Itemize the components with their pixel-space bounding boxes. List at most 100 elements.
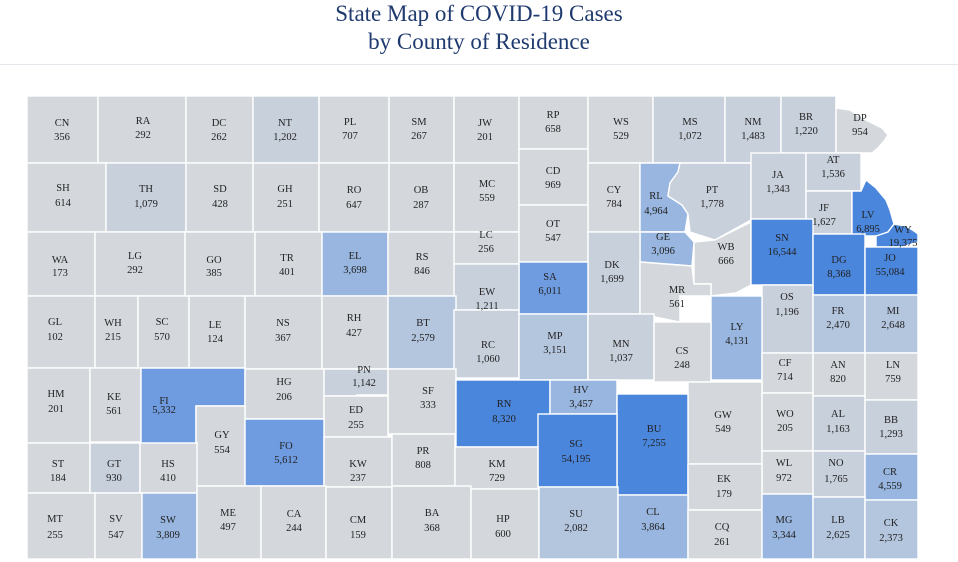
county-lv[interactable]: [851, 178, 895, 237]
county-gl[interactable]: [26, 295, 96, 369]
county-mp[interactable]: [518, 313, 589, 381]
county-ck[interactable]: [864, 499, 919, 560]
county-nt[interactable]: [252, 95, 320, 164]
county-jw[interactable]: [453, 95, 520, 164]
county-cq[interactable]: [687, 509, 763, 560]
county-lb[interactable]: [812, 496, 866, 560]
county-th[interactable]: [105, 162, 187, 233]
county-label-ke: KE: [107, 392, 121, 403]
county-ek[interactable]: [687, 463, 763, 511]
county-sc[interactable]: [137, 295, 190, 369]
county-cn[interactable]: [26, 95, 99, 164]
county-cd[interactable]: [518, 148, 589, 206]
county-lg[interactable]: [94, 231, 186, 297]
county-fo[interactable]: [244, 418, 325, 487]
county-dg[interactable]: [812, 233, 866, 296]
county-pr[interactable]: [391, 433, 456, 487]
county-cases-ws: 529: [613, 131, 629, 142]
county-label-st: ST: [52, 459, 65, 470]
county-hs[interactable]: [139, 442, 198, 494]
county-rh[interactable]: [321, 295, 389, 370]
county-label-ms: MS: [682, 117, 697, 128]
county-label-cy: CY: [607, 185, 622, 196]
county-mi[interactable]: [864, 294, 919, 354]
county-br[interactable]: [780, 95, 837, 154]
county-label-ck: CK: [884, 518, 899, 529]
county-cm[interactable]: [325, 486, 393, 560]
county-cr[interactable]: [864, 453, 919, 501]
county-cf[interactable]: [761, 352, 814, 394]
county-bu[interactable]: [616, 393, 689, 496]
county-sd[interactable]: [185, 162, 254, 233]
county-el[interactable]: [321, 231, 389, 297]
county-ro[interactable]: [318, 162, 390, 233]
county-st[interactable]: [26, 442, 91, 494]
county-wh[interactable]: [94, 295, 139, 369]
county-cs[interactable]: [653, 321, 712, 383]
county-label-sa: SA: [543, 272, 557, 283]
county-le[interactable]: [188, 295, 246, 369]
county-sg[interactable]: [537, 413, 618, 488]
county-bt[interactable]: [387, 295, 457, 370]
county-su[interactable]: [538, 486, 619, 560]
county-rs[interactable]: [387, 231, 457, 297]
county-ly[interactable]: [710, 295, 763, 381]
county-gw[interactable]: [687, 381, 763, 465]
county-wl[interactable]: [761, 450, 814, 495]
county-me[interactable]: [196, 485, 262, 560]
county-mn[interactable]: [587, 313, 655, 381]
county-ke[interactable]: [89, 367, 142, 443]
county-rc[interactable]: [453, 309, 520, 379]
county-cases-pl: 707: [342, 131, 358, 142]
county-sn[interactable]: [750, 218, 814, 286]
county-dk[interactable]: [587, 231, 641, 315]
county-mt[interactable]: [26, 492, 96, 560]
county-cy[interactable]: [587, 162, 641, 233]
county-hp[interactable]: [470, 488, 540, 560]
county-gy[interactable]: [195, 405, 246, 487]
county-dc[interactable]: [185, 95, 254, 164]
county-cases-gy: 554: [214, 445, 231, 456]
county-sm[interactable]: [388, 95, 455, 164]
county-ob[interactable]: [388, 162, 455, 233]
county-go[interactable]: [184, 231, 256, 297]
county-label-sd: SD: [213, 184, 227, 195]
county-ns[interactable]: [244, 295, 323, 370]
county-label-wo: WO: [776, 409, 794, 420]
county-ot[interactable]: [518, 204, 589, 263]
county-ws[interactable]: [587, 95, 654, 164]
county-label-cn: CN: [55, 118, 70, 129]
county-at[interactable]: [805, 152, 862, 192]
county-nm[interactable]: [724, 95, 782, 164]
county-pl[interactable]: [318, 95, 390, 164]
county-rp[interactable]: [518, 95, 589, 150]
county-gh[interactable]: [252, 162, 320, 233]
county-ca[interactable]: [260, 485, 327, 560]
county-sv[interactable]: [94, 492, 143, 560]
county-ew[interactable]: [453, 263, 520, 311]
county-wa[interactable]: [26, 231, 96, 297]
county-cases-lv: 6,895: [856, 224, 880, 235]
county-mg[interactable]: [761, 493, 814, 560]
county-bb[interactable]: [864, 399, 919, 455]
county-ba[interactable]: [391, 485, 472, 560]
county-label-ew: EW: [479, 287, 495, 298]
county-ln[interactable]: [864, 352, 919, 401]
county-ja[interactable]: [750, 152, 807, 220]
county-cases-ln: 759: [885, 374, 901, 385]
county-cases-ba: 368: [424, 523, 440, 534]
county-ms[interactable]: [652, 95, 726, 164]
county-cases-pt: 1,778: [700, 199, 724, 210]
county-cases-jw: 201: [477, 132, 493, 143]
county-dp[interactable]: [835, 96, 889, 154]
county-jo[interactable]: [864, 246, 919, 296]
county-tr[interactable]: [254, 231, 323, 297]
county-ra[interactable]: [97, 95, 187, 164]
county-fr[interactable]: [812, 294, 866, 354]
county-wo[interactable]: [761, 392, 814, 452]
county-hg[interactable]: [244, 368, 325, 420]
county-kw[interactable]: [323, 436, 393, 488]
county-sh[interactable]: [26, 162, 107, 233]
county-sw[interactable]: [141, 492, 198, 560]
